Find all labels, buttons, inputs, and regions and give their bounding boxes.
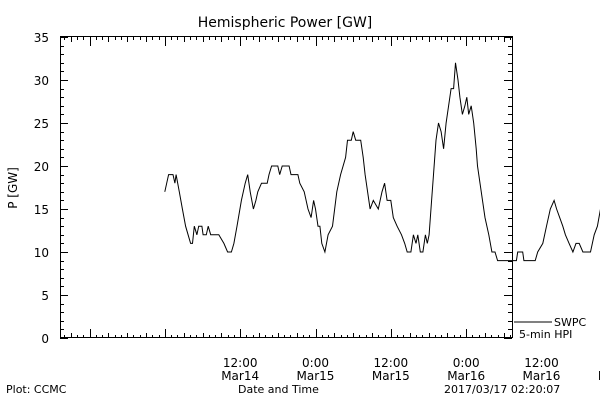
y-tick-labels: 0 5 10 15 20 25 30 35: [34, 31, 49, 346]
x-tick-label-date: Mar16: [447, 369, 485, 383]
y-tick-label: 10: [34, 246, 49, 260]
x-tick-label-time: 12:00: [374, 356, 409, 370]
legend-source-label: SWPC: [554, 316, 586, 329]
x-axis-title: Date and Time: [238, 383, 319, 396]
y-tick-label: 5: [41, 289, 49, 303]
axis-ticks: [60, 37, 512, 339]
x-tick-label-date: Mar15: [372, 369, 410, 383]
series-line-hemispheric-power: [164, 62, 600, 262]
x-tick-label-time: 0:00: [453, 356, 480, 370]
y-tick-label: 25: [34, 117, 49, 131]
y-tick-label: 30: [34, 74, 49, 88]
render-timestamp: 2017/03/17 02:20:07: [444, 383, 561, 396]
x-tick-label-date: Mar17: [598, 369, 600, 383]
x-tick-label-date: Mar16: [523, 369, 561, 383]
x-tick-labels: 12:00Mar140:00Mar1512:00Mar150:00Mar1612…: [221, 356, 600, 383]
y-axis-label: P [GW]: [6, 167, 20, 209]
x-tick-label-date: Mar14: [221, 369, 259, 383]
chart-title: Hemispheric Power [GW]: [198, 15, 373, 31]
y-tick-label: 15: [34, 203, 49, 217]
plot-credit: Plot: CCMC: [6, 383, 67, 396]
x-tick-label-time: 12:00: [524, 356, 559, 370]
y-tick-label: 35: [34, 31, 49, 45]
y-tick-label: 20: [34, 160, 49, 174]
x-tick-label-time: 0:00: [302, 356, 329, 370]
x-tick-label-time: 12:00: [223, 356, 258, 370]
y-tick-label: 0: [41, 332, 49, 346]
x-tick-label-date: Mar15: [297, 369, 335, 383]
plot-frame: [60, 36, 513, 338]
legend-product-label: 5-min HPI: [519, 328, 572, 341]
